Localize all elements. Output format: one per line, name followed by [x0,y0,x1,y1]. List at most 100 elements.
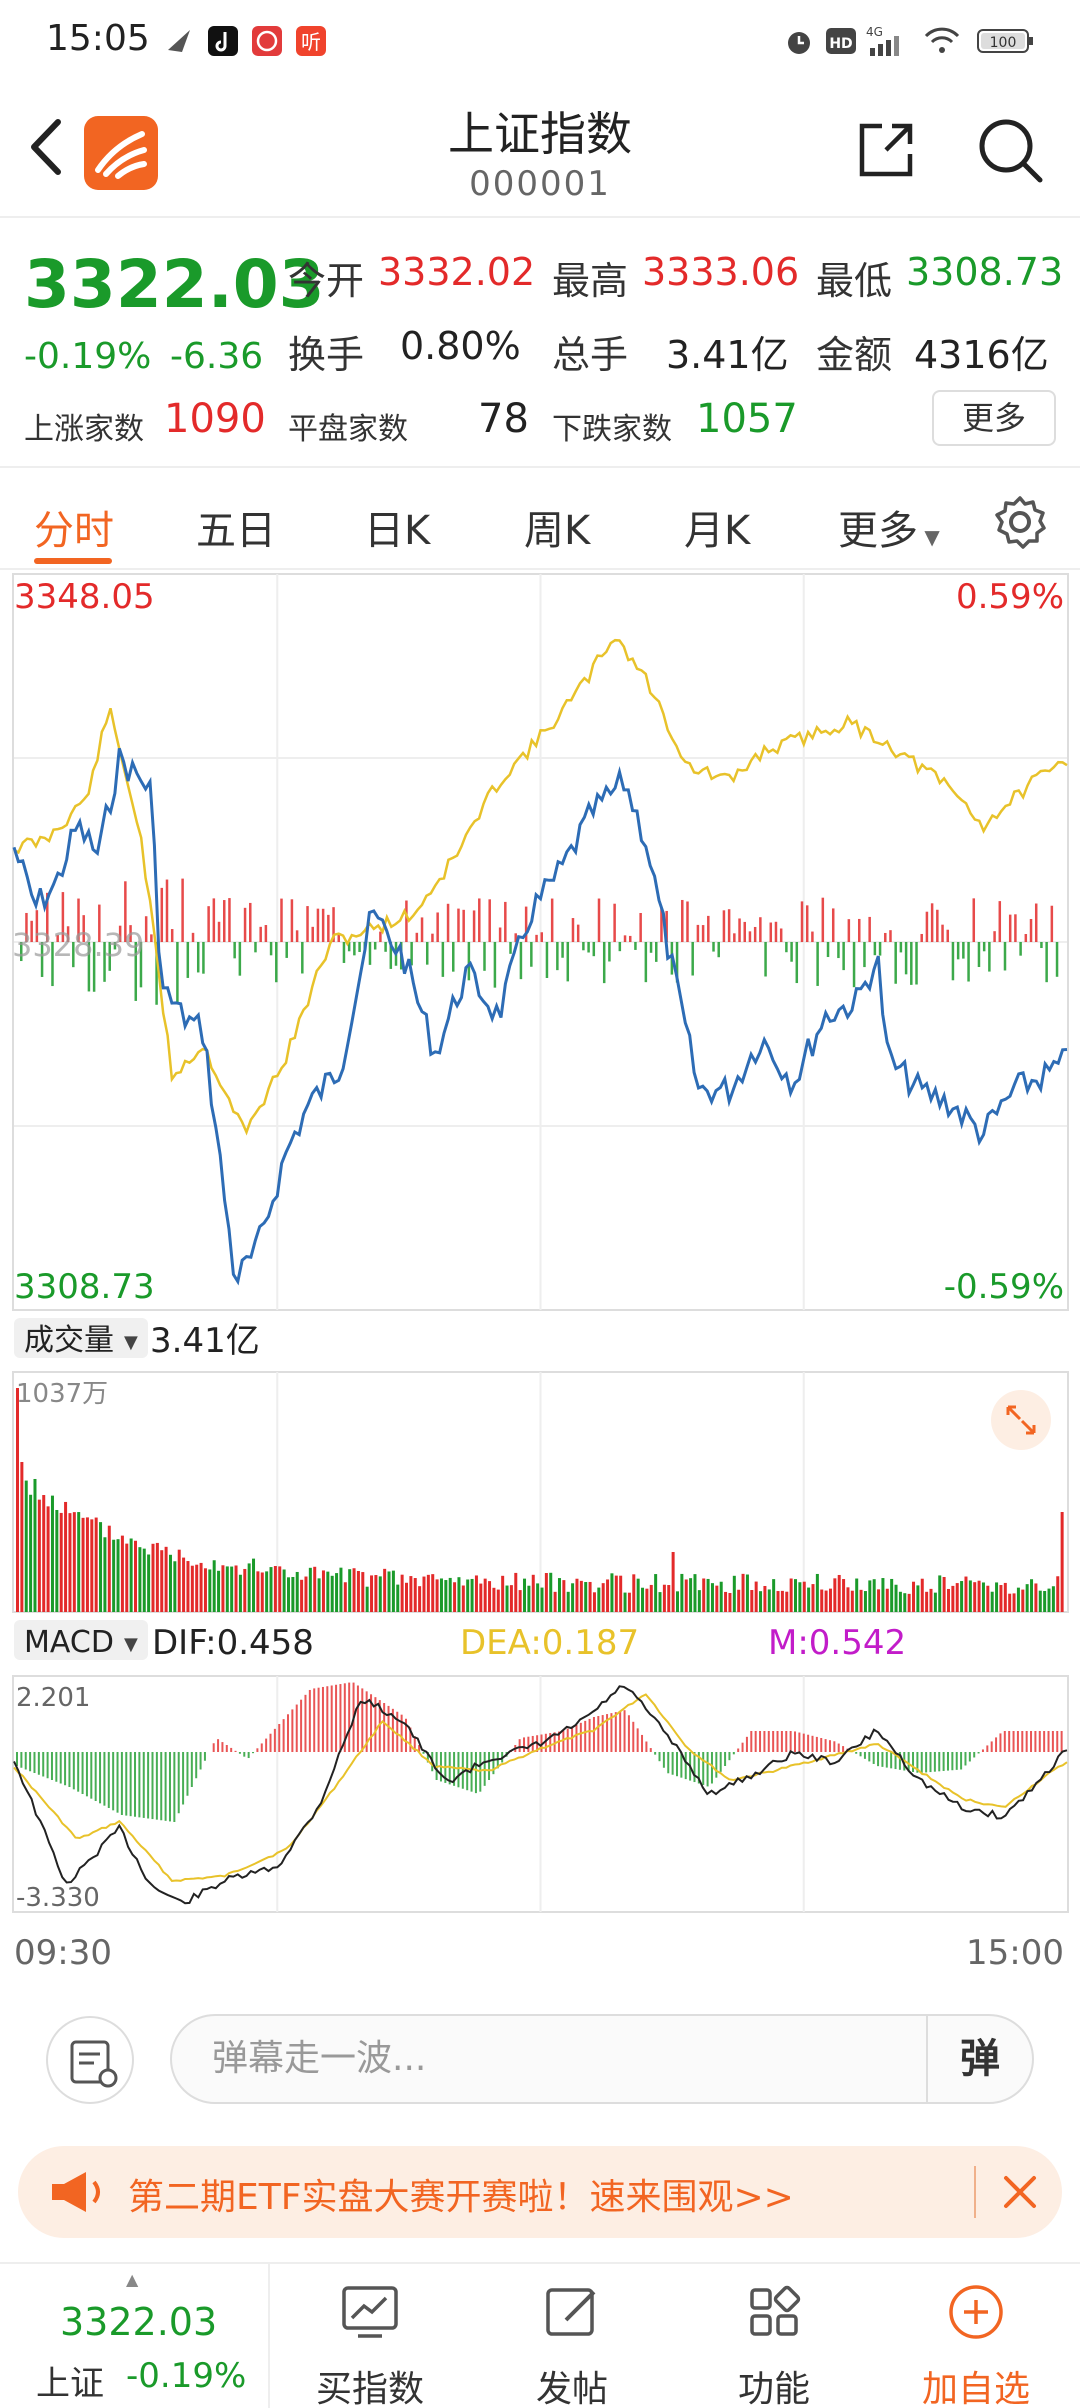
volume-bar [361,1572,365,1612]
volume-bar [160,1550,164,1612]
volume-bar [689,1578,693,1612]
volume-bar [496,1589,500,1612]
macd-bar [872,1752,875,1764]
volume-bar [846,1587,850,1612]
price-volume-bar [379,931,382,942]
price-volume-bar [951,942,955,981]
price-volume-bar [20,942,23,962]
macd-bar [553,1732,556,1752]
price-volume-bar [113,942,117,950]
price-volume-bar [25,912,28,942]
price-volume-bar [514,933,517,942]
price-volume-bar [696,924,700,942]
tab-intraday[interactable]: 分时 [34,508,114,554]
expand-button[interactable] [991,1390,1051,1450]
buy-index-button[interactable]: 买指数 [270,2264,470,2408]
volume-bar [203,1568,207,1612]
volume-bar [606,1579,610,1612]
battery-level: 100 [990,35,1017,51]
volume-bar [719,1581,723,1612]
high-label: 最高 [552,259,629,303]
volume-bar [474,1575,478,1612]
price-volume-bar [233,942,236,959]
price-volume-bar [264,925,268,942]
volume-bar [365,1586,369,1612]
macd-bar [120,1752,123,1815]
volume-bar [549,1572,553,1612]
danmu-toggle-button[interactable]: 弹 [926,2016,1032,2102]
price-volume-bar [202,942,205,974]
price-volume-bar [321,908,325,942]
bottom-quote[interactable]: ▲ 3322.03 上证 -0.19% [0,2264,270,2408]
banner-close-button[interactable] [992,2164,1048,2220]
tab-more[interactable]: 更多 ▼ [838,498,940,556]
volume-bar [269,1567,273,1612]
macd-select-label: MACD [24,1625,114,1660]
price-bottom-label: 3308.73 [14,1267,155,1307]
volume-select-label: 成交量 [24,1323,114,1358]
price-volume-bar [129,925,132,942]
search-button[interactable] [976,116,1046,186]
price-volume-bar [306,906,309,942]
macd-bar [981,1749,984,1752]
danmu-input[interactable]: 弹幕走一波... [170,2014,1034,2104]
volume-bar [929,1588,933,1612]
macd-bar [483,1752,486,1786]
volume-bar [356,1571,360,1612]
promo-banner[interactable]: 第二期ETF实盘大赛开赛啦！速来围观>> [18,2146,1062,2238]
change-percent: -0.19% [24,336,152,377]
back-button[interactable] [22,112,72,182]
volume-bar [151,1543,155,1612]
volume-bar [877,1589,881,1612]
volume-select[interactable] [14,1318,148,1358]
volume-bar [435,1579,439,1612]
volume-bar [562,1580,566,1612]
tab-five-day[interactable]: 五日 [196,508,276,554]
volume-bar [750,1590,754,1612]
macd-select[interactable] [14,1620,148,1660]
function-button[interactable]: 功能 [674,2264,874,2408]
volume-bar [697,1590,701,1612]
caret-down-icon: ▼ [124,1634,138,1655]
add-favorite-button[interactable]: 加自选 [876,2264,1076,2408]
macd-bar [265,1738,268,1752]
comment-settings-button[interactable] [46,2016,134,2104]
macd-bar [951,1752,954,1771]
volume-bar [59,1512,63,1612]
tab-daily-k[interactable]: 日K [364,508,431,554]
volume-bar [431,1574,435,1612]
share-button[interactable] [856,120,916,180]
more-stats-button[interactable]: 更多 [932,390,1056,446]
chart-settings-button[interactable] [992,494,1048,550]
banner-text: 第二期ETF实盘大赛开赛啦！速来围观>> [128,2177,794,2218]
tab-monthly-k[interactable]: 月K [684,508,751,554]
volume-bar [553,1591,557,1612]
post-button[interactable]: 发帖 [472,2264,672,2408]
price-volume-bar [160,887,164,942]
macd-bar [627,1715,630,1752]
volume-bar [321,1570,325,1612]
macd-bar [33,1752,36,1773]
price-volume-bar [170,929,174,942]
price-volume-bar [212,898,216,942]
price-volume-bar [613,903,616,942]
price-volume-bar [446,903,450,942]
macd-bar [190,1752,193,1787]
chart-area[interactable]: 3348.05 0.59% 3328.39 3308.73 -0.59% 成交量… [0,572,1080,1992]
price-volume-bar [498,927,502,942]
signal-4g-icon: 4G [866,24,906,58]
macd-dea-line [13,1693,1068,1882]
tab-weekly-k[interactable]: 周K [524,508,591,554]
volume-bar [745,1574,749,1612]
volume-bar [990,1591,994,1612]
price-volume-bar [899,942,903,953]
price-volume-bar [353,942,356,956]
volume-bar [46,1506,50,1612]
macd-bar [173,1752,176,1822]
price-volume-bar [904,942,908,975]
status-bar: 15:05 听 HD 4G 100 [0,0,1080,80]
volume-bar [304,1576,308,1612]
volume-bar [588,1581,592,1612]
macd-bar [356,1685,359,1752]
volume-bar [912,1581,916,1612]
